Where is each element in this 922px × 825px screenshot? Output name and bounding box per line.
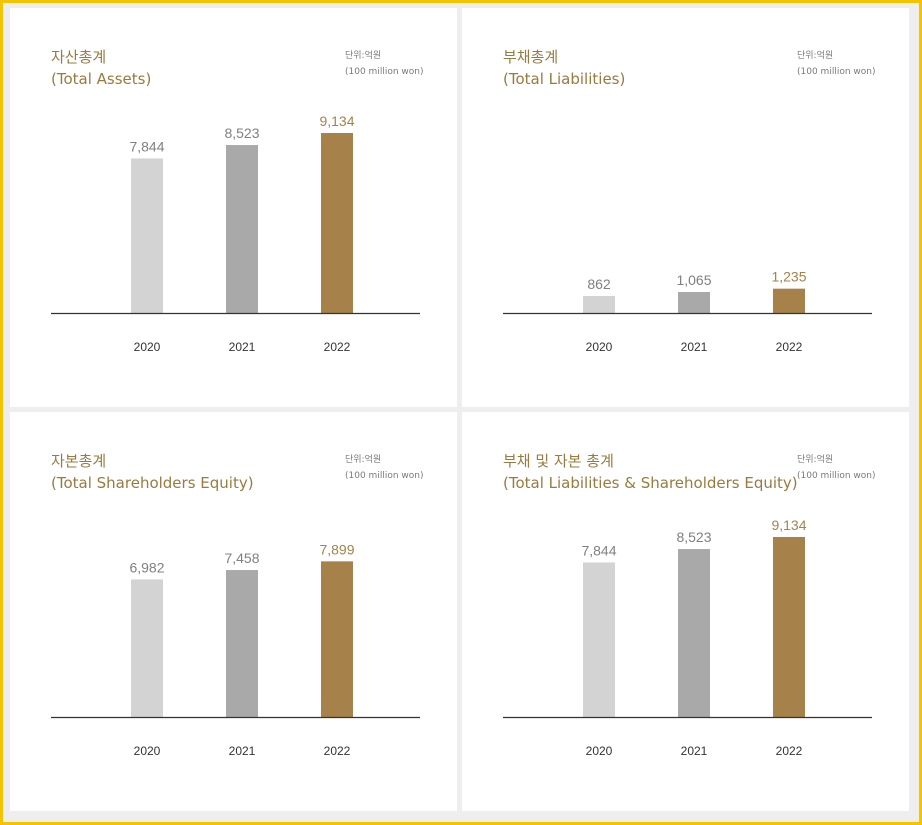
data-label-2022: 9,134 [771,517,806,533]
panel-total-liabilities-and-equity: 부채 및 자본 총계 (Total Liabilities & Sharehol… [462,412,909,811]
bar-2022 [773,288,805,313]
bar-2021 [226,145,258,313]
unit-label-ko: 단위:억원 [797,51,834,61]
unit-label-en: (100 million won) [345,67,424,77]
chart-title-ko: 자산총계 [51,48,107,66]
unit-label: 단위:억원 (100 million won) [345,48,423,80]
x-tick-label-2020: 2020 [586,340,613,354]
chart-title: 자산총계 (Total Assets) [51,46,151,90]
x-tick-label-2022: 2022 [776,340,803,354]
unit-label-ko: 단위:억원 [345,51,382,61]
panel-total-liabilities: 부채총계 (Total Liabilities) 단위:억원 (100 mill… [462,8,909,407]
bar-chart-total-liabilities-and-equity: 7,844 2020 8,523 2021 9,134 2022 [503,517,872,758]
data-label-2021: 1,065 [676,272,711,288]
bar-chart-total-shareholders-equity: 6,982 2020 7,458 2021 7,899 2022 [51,541,420,758]
bar-2022 [321,561,353,717]
unit-label-ko: 단위:억원 [345,455,382,465]
chart-title: 부채 및 자본 총계 (Total Liabilities & Sharehol… [503,450,798,494]
x-tick-label-2021: 2021 [229,340,256,354]
bar-chart-total-assets: 7,844 2020 8,523 2021 9,134 2022 [51,113,420,354]
panel-total-shareholders-equity: 자본총계 (Total Shareholders Equity) 단위:억원 (… [10,412,457,811]
unit-label: 단위:억원 (100 million won) [797,48,875,80]
data-label-2021: 8,523 [676,529,711,545]
chart-title-ko: 부채총계 [503,48,559,66]
data-label-2020: 862 [587,276,611,292]
data-label-2020: 7,844 [581,542,616,558]
bar-2020 [583,562,615,717]
chart-title-en: (Total Assets) [51,70,152,88]
unit-label-en: (100 million won) [797,67,876,77]
x-tick-label-2021: 2021 [681,340,708,354]
chart-title: 부채총계 (Total Liabilities) [503,46,625,90]
data-label-2020: 6,982 [129,559,164,575]
chart-title-en: (Total Liabilities & Shareholders Equity… [503,474,798,492]
bar-2020 [583,296,615,313]
data-label-2021: 7,458 [224,550,259,566]
unit-label: 단위:억원 (100 million won) [797,452,875,484]
data-label-2022: 9,134 [319,113,354,129]
unit-label-en: (100 million won) [797,471,876,481]
unit-label-ko: 단위:억원 [797,455,834,465]
panel-total-assets: 자산총계 (Total Assets) 단위:억원 (100 million w… [10,8,457,407]
data-label-2020: 7,844 [129,138,164,154]
bar-2020 [131,158,163,313]
x-tick-label-2020: 2020 [134,744,161,758]
bar-2021 [678,549,710,717]
x-tick-label-2021: 2021 [229,744,256,758]
x-tick-label-2021: 2021 [681,744,708,758]
x-tick-label-2022: 2022 [324,744,351,758]
chart-title-en: (Total Shareholders Equity) [51,474,254,492]
x-tick-label-2020: 2020 [134,340,161,354]
bar-2022 [773,537,805,717]
unit-label: 단위:억원 (100 million won) [345,452,423,484]
bar-2021 [226,570,258,717]
chart-title: 자본총계 (Total Shareholders Equity) [51,450,254,494]
chart-title-ko: 부채 및 자본 총계 [503,452,614,470]
data-label-2022: 1,235 [771,269,806,285]
data-label-2022: 7,899 [319,541,354,557]
bar-2022 [321,133,353,313]
x-tick-label-2022: 2022 [324,340,351,354]
x-tick-label-2020: 2020 [586,744,613,758]
chart-title-ko: 자본총계 [51,452,107,470]
unit-label-en: (100 million won) [345,471,424,481]
bar-chart-total-liabilities: 862 2020 1,065 2021 1,235 2022 [503,269,872,354]
x-tick-label-2022: 2022 [776,744,803,758]
bar-2021 [678,292,710,313]
bar-2020 [131,579,163,717]
data-label-2021: 8,523 [224,125,259,141]
chart-title-en: (Total Liabilities) [503,70,626,88]
